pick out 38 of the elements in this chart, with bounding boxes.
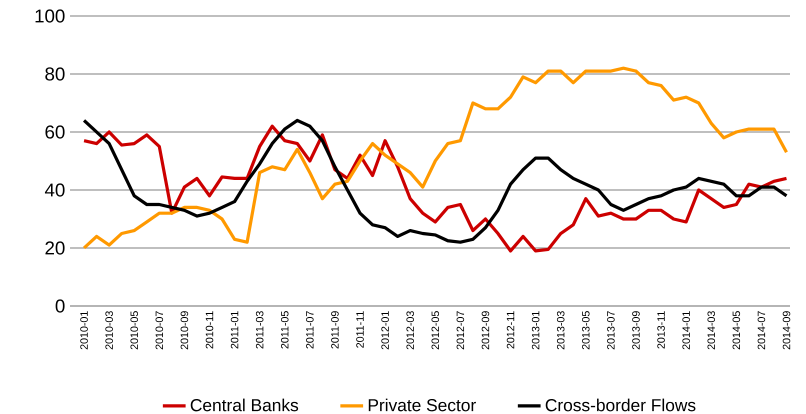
x-tick-label: 2012-09 [482,311,490,350]
x-tick-label: 2012-03 [406,311,414,350]
x-tick-label: 2010-09 [180,311,188,350]
x-tick-label: 2010-11 [206,311,214,349]
x-tick-label: 2013-05 [582,311,590,350]
x-tick-label: 2011-07 [306,311,314,349]
legend-label: Central Banks [190,398,298,412]
x-tick-label: 2012-01 [381,311,389,350]
y-tick-label: 100 [36,9,65,23]
x-tick-label: 2013-03 [556,311,564,350]
x-tick-label: 2010-05 [130,311,138,350]
x-tick-label: 2011-03 [256,311,264,349]
x-tick-label: 2011-05 [280,311,289,349]
y-tick-label: 60 [45,125,65,139]
x-tick-label: 2014-09 [782,311,790,350]
y-tick-label: 0 [56,299,65,313]
x-tick-label: 2013-01 [532,311,540,350]
x-tick-label: 2012-11 [506,311,514,349]
x-tick-label: 2012-05 [432,311,440,350]
x-tick-label: 2013-09 [632,311,640,350]
x-tick-label: 2010-03 [105,311,113,350]
x-tick-label: 2014-01 [682,311,690,350]
y-tick-label: 80 [45,67,65,81]
x-tick-label: 2013-11 [657,311,665,349]
legend-label: Private Sector [368,398,476,412]
legend-label: Cross-border Flows [546,398,696,412]
y-tick-label: 40 [44,183,65,197]
x-tick-label: 2011-09 [331,311,339,349]
y-tick-label: 20 [45,241,65,255]
x-tick-label: 2013-07 [607,311,615,350]
x-tick-label: 2014-05 [732,311,740,350]
x-tick-label: 2014-07 [758,311,766,350]
x-tick-label: 2010-01 [80,311,88,350]
x-tick-label: 2014-03 [707,311,716,350]
x-tick-label: 2011-01 [230,311,238,349]
x-tick-label: 2010-07 [156,311,164,350]
x-tick-label: 2012-07 [456,311,464,350]
x-tick-label: 2011-11 [356,311,364,348]
